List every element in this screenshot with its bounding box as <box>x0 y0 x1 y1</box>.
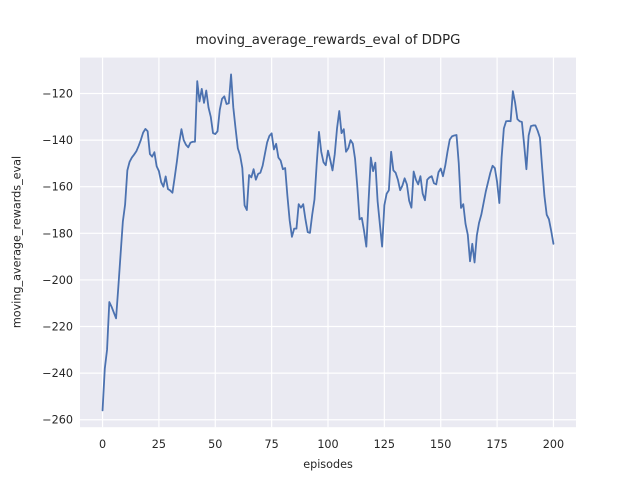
x-tick-label: 50 <box>208 438 222 451</box>
x-tick-label: 0 <box>99 438 106 451</box>
x-tick-label: 200 <box>543 438 564 451</box>
chart-title: moving_average_rewards_eval of DDPG <box>195 33 461 48</box>
y-tick-label: −180 <box>42 227 73 240</box>
y-tick-label: −200 <box>42 274 73 287</box>
y-tick-label: −120 <box>42 88 73 101</box>
x-tick-label: 150 <box>430 438 451 451</box>
reward-line <box>101 73 555 412</box>
y-axis-label: moving_average_rewards_eval <box>10 155 24 329</box>
y-tick-label: −160 <box>42 181 73 194</box>
x-tick-label: 175 <box>486 438 507 451</box>
x-tick-label: 125 <box>374 438 395 451</box>
y-tick-label: −240 <box>42 367 73 380</box>
x-axis-label: episodes <box>303 458 353 471</box>
x-tick-label: 75 <box>265 438 279 451</box>
x-tick-label: 25 <box>152 438 166 451</box>
x-tick-label: 100 <box>317 438 338 451</box>
y-tick-label: −260 <box>42 414 73 427</box>
y-tick-label: −220 <box>42 321 73 334</box>
y-tick-label: −140 <box>42 134 73 147</box>
